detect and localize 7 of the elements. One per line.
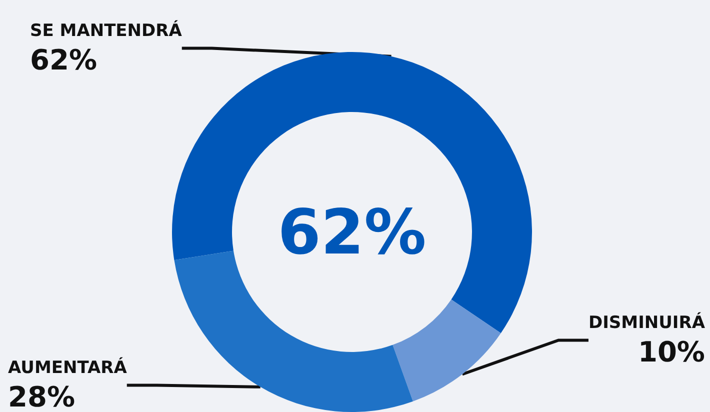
slice-label: SE MANTENDRÁ [30, 20, 183, 41]
data-label: 62% [30, 44, 98, 76]
slice-label: DISMINUIRÁ [588, 312, 706, 333]
data-label: 28% [8, 380, 76, 412]
text: 62% [278, 196, 426, 268]
data-label: 10% [638, 336, 705, 368]
slice-label: AUMENTARÁ [8, 357, 128, 378]
